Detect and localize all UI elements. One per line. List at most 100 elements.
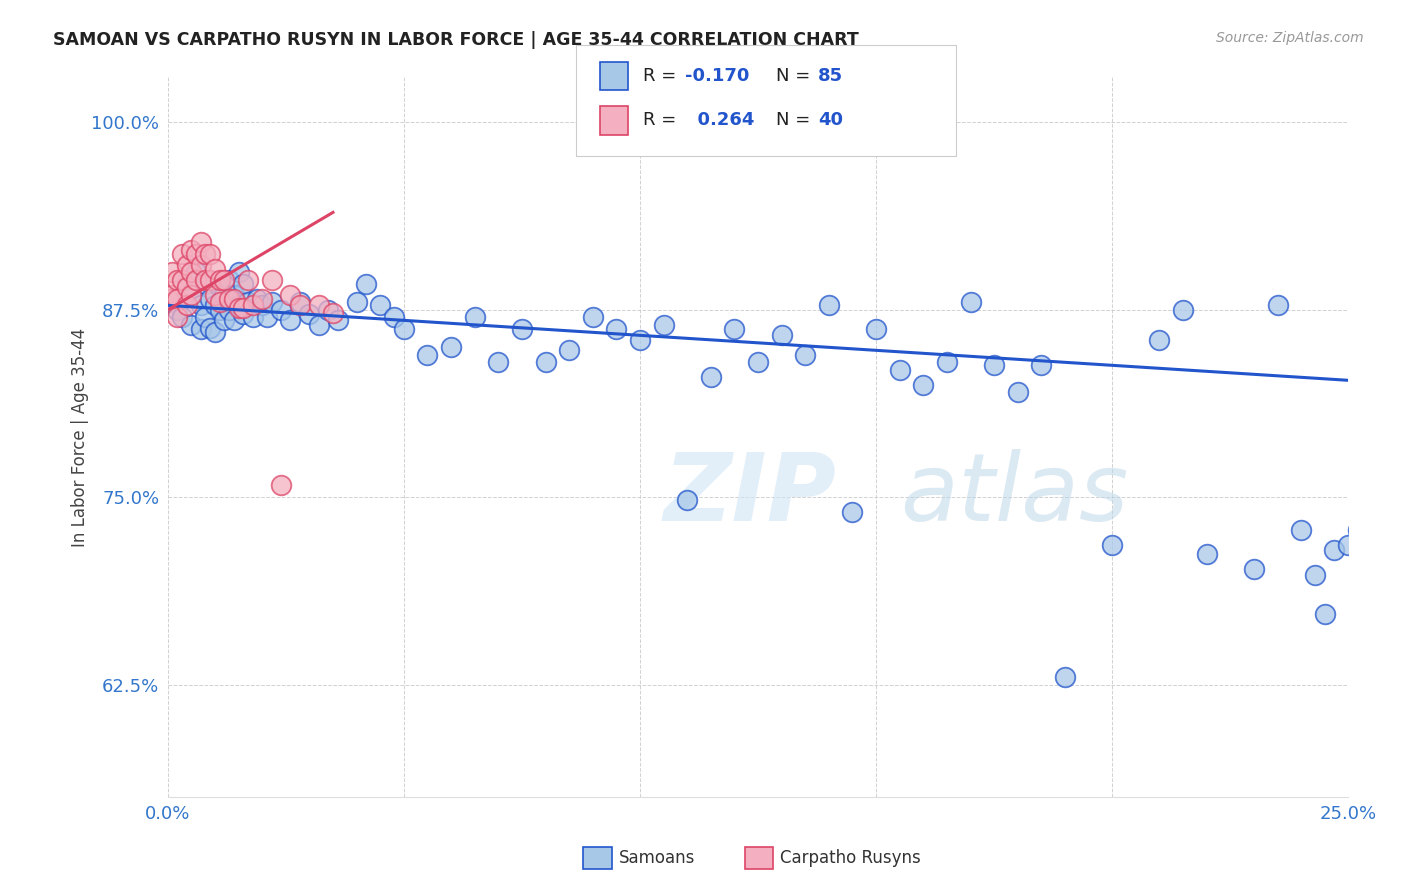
- Point: [582, 310, 605, 325]
- Text: SAMOAN VS CARPATHO RUSYN IN LABOR FORCE | AGE 35-44 CORRELATION CHART: SAMOAN VS CARPATHO RUSYN IN LABOR FORCE …: [53, 31, 859, 49]
- Point: [316, 302, 339, 317]
- Point: [983, 359, 1005, 373]
- Point: [770, 328, 793, 343]
- Point: [222, 288, 245, 302]
- Point: [228, 298, 250, 312]
- Point: [228, 265, 250, 279]
- Point: [232, 307, 254, 321]
- Point: [162, 265, 184, 279]
- Point: [889, 363, 911, 377]
- Point: [652, 318, 675, 332]
- Point: [1031, 359, 1053, 373]
- Point: [204, 262, 226, 277]
- Point: [166, 273, 188, 287]
- Point: [558, 343, 581, 358]
- Point: [236, 273, 259, 287]
- Point: [1195, 547, 1218, 561]
- Point: [605, 322, 627, 336]
- Text: ZIP: ZIP: [664, 449, 837, 541]
- Text: 85: 85: [818, 67, 844, 85]
- Point: [208, 295, 231, 310]
- Point: [794, 348, 817, 362]
- Point: [308, 298, 330, 312]
- Point: [250, 298, 273, 312]
- Point: [1053, 670, 1076, 684]
- Point: [194, 273, 217, 287]
- Point: [256, 310, 278, 325]
- Point: [198, 321, 221, 335]
- Point: [236, 295, 259, 310]
- Point: [214, 288, 236, 302]
- Point: [346, 295, 368, 310]
- Point: [208, 280, 231, 294]
- Point: [194, 277, 217, 292]
- Point: [180, 318, 202, 332]
- Point: [1337, 538, 1360, 552]
- Point: [198, 273, 221, 287]
- Point: [1267, 298, 1289, 312]
- Point: [190, 258, 212, 272]
- Point: [288, 295, 311, 310]
- Point: [194, 247, 217, 261]
- Point: [368, 298, 391, 312]
- Point: [180, 288, 202, 302]
- Point: [214, 273, 236, 287]
- Point: [250, 293, 273, 307]
- Point: [308, 318, 330, 332]
- Point: [464, 310, 486, 325]
- Point: [198, 247, 221, 261]
- Point: [170, 273, 193, 287]
- Point: [190, 322, 212, 336]
- Point: [204, 326, 226, 340]
- Point: [865, 322, 887, 336]
- Point: [1101, 538, 1123, 552]
- Point: [392, 322, 415, 336]
- Point: [322, 306, 344, 320]
- Point: [486, 355, 509, 369]
- Point: [162, 295, 184, 310]
- Point: [180, 288, 202, 302]
- Text: N =: N =: [776, 112, 815, 129]
- Y-axis label: In Labor Force | Age 35-44: In Labor Force | Age 35-44: [72, 327, 89, 547]
- Point: [298, 307, 321, 321]
- Point: [1323, 542, 1346, 557]
- Text: -0.170: -0.170: [685, 67, 749, 85]
- Point: [176, 298, 198, 312]
- Text: atlas: atlas: [900, 450, 1128, 541]
- Point: [1289, 523, 1312, 537]
- Point: [222, 293, 245, 307]
- Point: [326, 313, 349, 327]
- Point: [1347, 523, 1369, 537]
- Point: [260, 295, 283, 310]
- Point: [747, 355, 769, 369]
- Point: [184, 273, 207, 287]
- Point: [184, 265, 207, 279]
- Point: [184, 247, 207, 261]
- Point: [1149, 333, 1171, 347]
- Point: [288, 298, 311, 312]
- Point: [222, 313, 245, 327]
- Text: Carpatho Rusyns: Carpatho Rusyns: [780, 849, 921, 867]
- Point: [959, 295, 981, 310]
- Point: [170, 310, 193, 325]
- Point: [1243, 562, 1265, 576]
- Point: [1305, 568, 1327, 582]
- Point: [534, 355, 557, 369]
- Point: [676, 493, 699, 508]
- Point: [218, 273, 240, 287]
- Point: [228, 301, 250, 316]
- Point: [1171, 302, 1194, 317]
- Point: [156, 293, 179, 307]
- Point: [280, 313, 302, 327]
- Point: [204, 298, 226, 312]
- Point: [190, 235, 212, 250]
- Point: [723, 322, 745, 336]
- Text: 0.264: 0.264: [685, 112, 754, 129]
- Point: [166, 310, 188, 325]
- Text: N =: N =: [776, 67, 815, 85]
- Point: [166, 302, 188, 317]
- Point: [180, 243, 202, 257]
- Point: [936, 355, 959, 369]
- Point: [912, 377, 935, 392]
- Point: [204, 288, 226, 302]
